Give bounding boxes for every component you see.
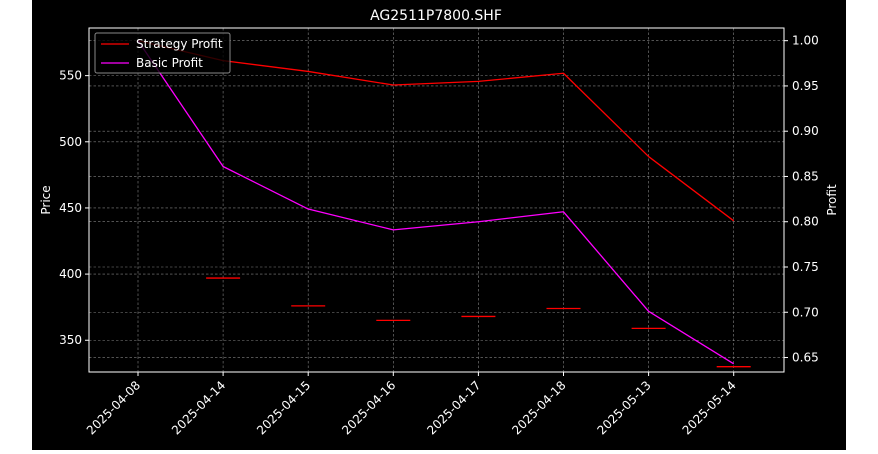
legend: Strategy Profit Basic Profit [94,32,231,74]
series-line-basic-profit [137,40,735,365]
y-right-tick-label: 0.95 [792,79,819,93]
y-right-tick-label: 0.65 [792,351,819,365]
y-right-tick-label: 0.75 [792,260,819,274]
grid-lines [89,28,784,372]
y-left-tick-label: 500 [59,135,82,149]
y-left-tick-label: 450 [59,201,82,215]
y-right-tick-label: 0.70 [792,305,819,319]
y-right-tick-label: 0.90 [792,124,819,138]
plot-frame [88,27,785,373]
chart-title: AG2511P7800.SHF [370,8,502,24]
y-left-tick-label: 350 [59,333,82,347]
legend-label-basic-profit: Basic Profit [136,56,203,70]
legend-label-strategy-profit: Strategy Profit [136,37,223,51]
plot-series [137,40,751,368]
y-right-tick-label: 0.80 [792,215,819,229]
y-right-tick-label: 1.00 [792,34,819,48]
series-line-strategy-profit [137,40,735,222]
y-left-tick-label: 550 [59,69,82,83]
y-axis-label-right: Profit [825,184,839,216]
y-left-tick-label: 400 [59,267,82,281]
y-axis-label-left: Price [39,185,53,214]
y-right-tick-label: 0.85 [792,169,819,183]
